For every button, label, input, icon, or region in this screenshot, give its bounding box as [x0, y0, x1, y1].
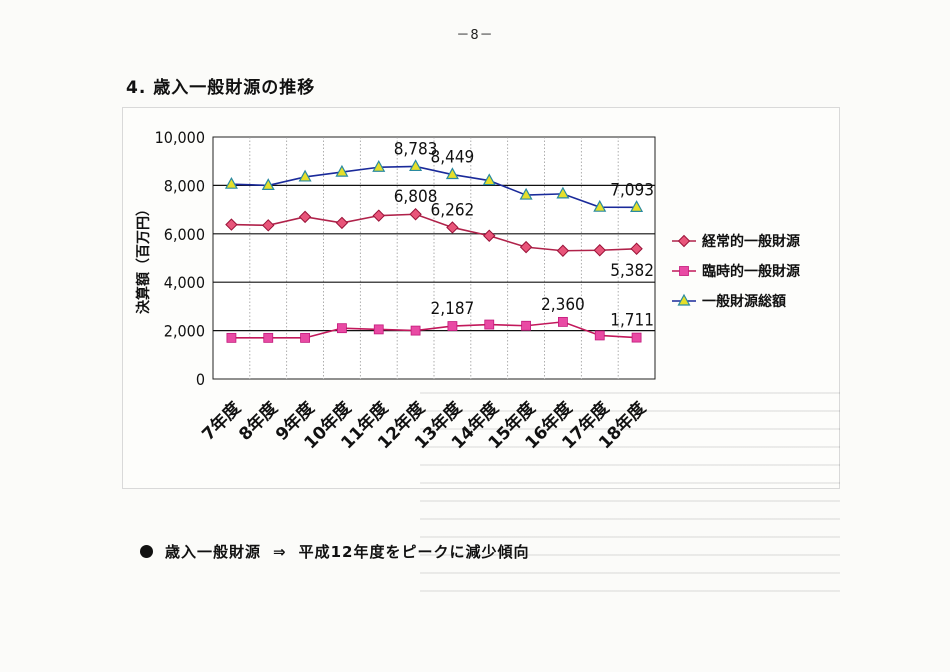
- y-tick-label: 2,000: [164, 322, 205, 341]
- summary-subject: 歳入一般財源: [165, 543, 262, 561]
- data-point-diamond: [262, 219, 275, 232]
- x-tick-label: 7年度: [198, 397, 246, 445]
- data-point-diamond: [519, 240, 533, 254]
- data-point-diamond: [225, 218, 238, 231]
- data-point-triangle: [519, 187, 533, 200]
- data-label: 7,093: [610, 180, 654, 200]
- data-point-triangle: [224, 176, 238, 189]
- data-point-triangle: [482, 173, 496, 186]
- data-point-square: [373, 324, 384, 335]
- legend-label: 一般財源総額: [702, 293, 786, 310]
- data-point-diamond: [409, 208, 422, 221]
- data-point-diamond: [372, 209, 385, 222]
- plot-area: [212, 136, 656, 380]
- series-line: [231, 165, 637, 209]
- data-label: 6,262: [431, 200, 475, 220]
- data-point-triangle: [630, 200, 644, 212]
- summary-arrow: ⇒: [273, 543, 287, 561]
- data-point-square: [679, 266, 689, 276]
- data-point-square: [521, 320, 531, 331]
- series-line: [231, 213, 637, 252]
- data-point-triangle: [372, 160, 386, 172]
- legend-label: 経常的一般財源: [702, 233, 800, 250]
- y-axis-label: 決算額（百万円）: [135, 202, 152, 314]
- data-point-triangle: [298, 169, 312, 182]
- bleed-through-texture: [420, 392, 840, 592]
- data-point-square: [263, 332, 274, 343]
- data-label: 5,382: [610, 261, 654, 281]
- x-tick-label: 8年度: [235, 397, 283, 445]
- summary-line: 歳入一般財源 ⇒ 平成12年度をピークに減少傾向: [140, 541, 541, 562]
- data-point-square: [337, 323, 347, 334]
- data-point-diamond: [630, 242, 643, 255]
- data-point-diamond: [446, 221, 459, 234]
- page-number: －8－: [456, 28, 494, 43]
- bullet-icon: [140, 545, 153, 558]
- section-title: 4. 歳入一般財源の推移: [126, 78, 316, 98]
- data-point-square: [410, 325, 421, 336]
- summary-text: 平成12年度をピークに減少傾向: [298, 543, 530, 561]
- data-point-diamond: [593, 244, 606, 257]
- y-tick-label: 8,000: [164, 176, 205, 195]
- data-point-triangle: [445, 167, 459, 180]
- data-label: 8,783: [394, 139, 438, 159]
- data-point-triangle: [261, 178, 275, 190]
- data-label: 2,187: [431, 299, 475, 319]
- legend-label: 臨時的一般財源: [702, 263, 800, 280]
- data-label: 6,808: [394, 187, 438, 207]
- data-point-triangle: [335, 164, 349, 177]
- data-point-triangle: [409, 159, 423, 172]
- data-point-square: [226, 332, 237, 343]
- y-tick-label: 6,000: [164, 225, 205, 244]
- data-point-square: [300, 332, 310, 343]
- y-tick-label: 4,000: [164, 273, 205, 292]
- data-point-square: [484, 319, 495, 330]
- data-point-diamond: [298, 210, 312, 224]
- data-point-square: [558, 316, 568, 327]
- data-point-diamond: [335, 216, 349, 230]
- data-point-square: [447, 321, 458, 331]
- data-point-diamond: [483, 229, 496, 242]
- data-point-diamond: [556, 244, 570, 257]
- series-layer: [224, 159, 644, 343]
- data-point-triangle: [593, 199, 607, 212]
- data-label: 1,711: [610, 311, 654, 331]
- grid-layer: [212, 136, 656, 380]
- data-point-diamond: [677, 234, 691, 248]
- data-label: 2,360: [541, 295, 585, 315]
- y-tick-label: 10,000: [155, 128, 205, 147]
- data-point-triangle: [677, 293, 691, 306]
- data-point-square: [631, 332, 642, 343]
- data-point-square: [594, 330, 605, 341]
- data-label: 8,449: [431, 148, 475, 168]
- y-tick-label: 0: [196, 370, 205, 389]
- data-point-triangle: [556, 186, 570, 199]
- series-line: [231, 321, 637, 339]
